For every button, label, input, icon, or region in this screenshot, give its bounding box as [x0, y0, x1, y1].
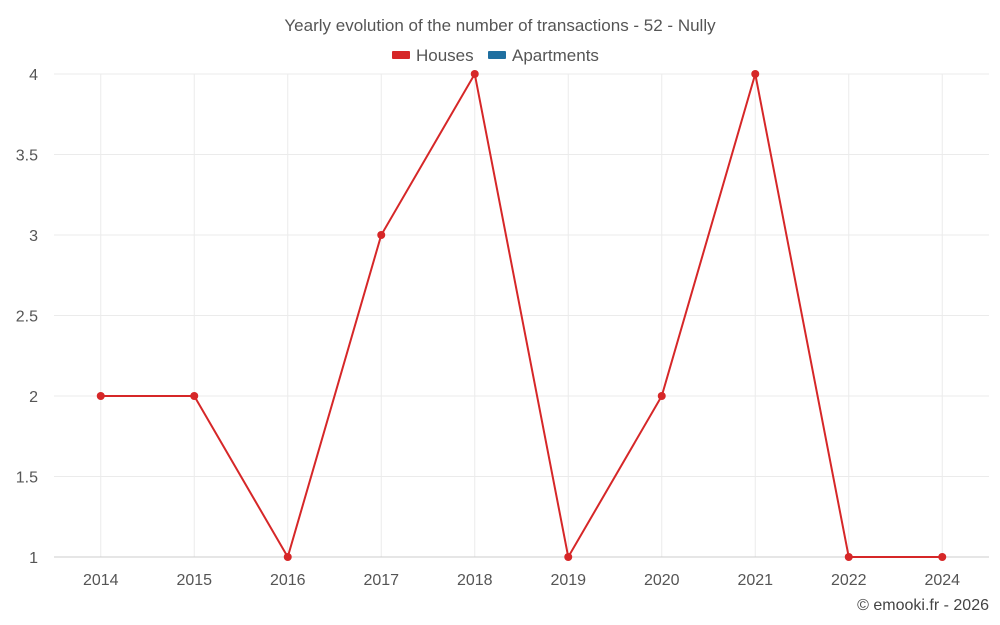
x-tick-label: 2021	[737, 572, 773, 589]
credit: © emooki.fr - 2026	[857, 597, 989, 614]
legend-label: Apartments	[512, 46, 599, 65]
series-group	[96, 70, 947, 561]
x-tick-label: 2015	[176, 572, 212, 589]
legend-label: Houses	[416, 46, 474, 65]
y-tick-label: 3.5	[16, 148, 38, 165]
data-point-2017[interactable]	[377, 231, 386, 239]
data-point-2015[interactable]	[190, 392, 199, 400]
x-tick-label: 2014	[83, 572, 119, 589]
x-tick-label: 2018	[457, 572, 493, 589]
x-tick-label: 2017	[363, 572, 399, 589]
y-tick-label: 1	[29, 550, 38, 567]
legend-item-apartments[interactable]: Apartments	[488, 46, 599, 65]
x-tick-label: 2019	[550, 572, 586, 589]
x-tick-label: 2020	[644, 572, 680, 589]
chart-title: Yearly evolution of the number of transa…	[284, 16, 716, 35]
data-point-2016[interactable]	[283, 553, 292, 561]
data-point-2020[interactable]	[657, 392, 666, 400]
data-point-2021[interactable]	[751, 70, 760, 78]
y-tick-label: 3	[29, 228, 38, 245]
legend-swatch	[488, 51, 506, 59]
x-axis: 2014 2015 2016 2017 2018 2019 2020 2021 2022 2024	[54, 556, 989, 589]
grid	[54, 73, 989, 558]
legend-item-houses[interactable]: Houses	[392, 46, 474, 65]
series-line-houses	[100, 71, 943, 560]
x-tick-label: 2022	[831, 572, 867, 589]
data-point-2019[interactable]	[564, 553, 573, 561]
legend-swatch	[392, 51, 410, 59]
y-tick-label: 1.5	[16, 470, 38, 487]
data-point-2014[interactable]	[96, 392, 105, 400]
y-tick-label: 4	[29, 67, 38, 84]
data-point-2018[interactable]	[470, 70, 479, 78]
x-tick-label: 2016	[270, 572, 306, 589]
data-point-2024[interactable]	[938, 553, 947, 561]
data-point-2022[interactable]	[844, 553, 853, 561]
x-tick-label: 2024	[924, 572, 960, 589]
y-tick-label: 2.5	[16, 309, 38, 326]
y-axis: 1 1.5 2 2.5 3 3.5 4	[16, 67, 38, 567]
y-tick-label: 2	[29, 389, 38, 406]
legend: Houses Apartments	[392, 46, 599, 65]
